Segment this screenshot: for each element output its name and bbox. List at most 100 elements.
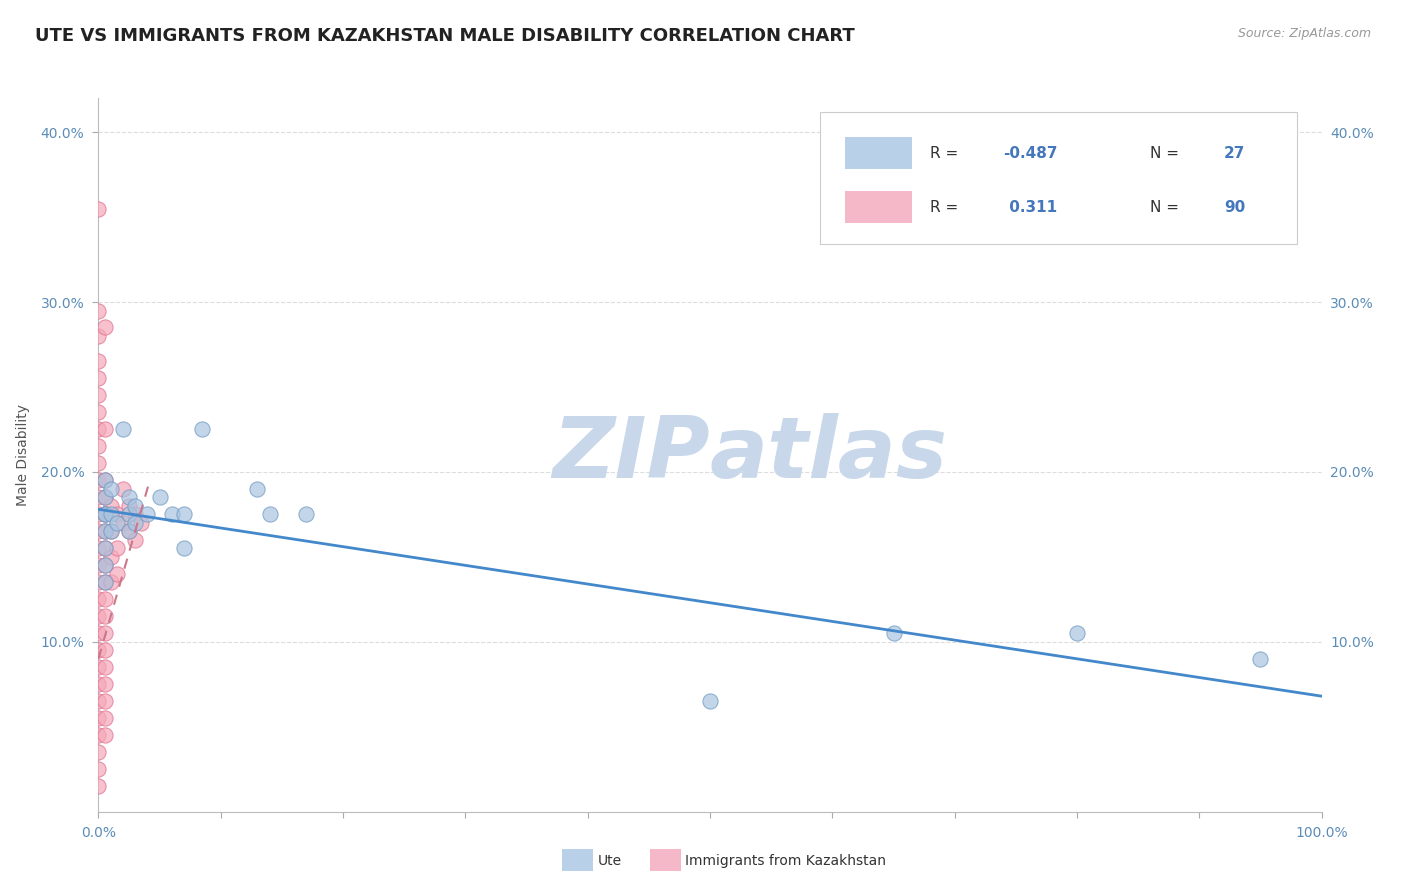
Point — [87, 626, 110, 640]
Point — [100, 575, 122, 590]
Point — [87, 329, 110, 343]
Point — [124, 533, 146, 547]
Point — [111, 482, 134, 496]
Point — [93, 592, 115, 607]
Point — [93, 422, 115, 436]
Point — [93, 474, 115, 488]
Point — [87, 677, 110, 691]
Point — [87, 388, 110, 402]
Text: 27: 27 — [1223, 146, 1246, 161]
Point — [87, 575, 110, 590]
Point — [93, 711, 115, 725]
Point — [87, 609, 110, 624]
Point — [87, 303, 110, 318]
Point — [87, 660, 110, 674]
Point — [87, 541, 110, 556]
Point — [129, 516, 152, 530]
Point — [93, 491, 115, 505]
FancyBboxPatch shape — [820, 112, 1298, 244]
Point — [87, 474, 110, 488]
Point — [87, 405, 110, 419]
Point — [118, 491, 141, 505]
Point — [87, 779, 110, 793]
Text: R =: R = — [931, 200, 963, 215]
Point — [173, 508, 195, 522]
Point — [124, 508, 146, 522]
Point — [118, 524, 141, 539]
Point — [93, 643, 115, 657]
Point — [93, 558, 115, 573]
Point — [93, 575, 115, 590]
Point — [93, 508, 115, 522]
Point — [124, 499, 146, 513]
Point — [93, 508, 115, 522]
Point — [111, 422, 134, 436]
Text: Immigrants from Kazakhstan: Immigrants from Kazakhstan — [685, 854, 886, 868]
Point — [191, 422, 214, 436]
Point — [105, 508, 128, 522]
Text: Source: ZipAtlas.com: Source: ZipAtlas.com — [1237, 27, 1371, 40]
Point — [87, 694, 110, 708]
Point — [93, 320, 115, 334]
Point — [259, 508, 281, 522]
Point — [87, 524, 110, 539]
Text: N =: N = — [1150, 200, 1184, 215]
Point — [118, 499, 141, 513]
Point — [93, 541, 115, 556]
Point — [160, 508, 183, 522]
Point — [100, 499, 122, 513]
Point — [87, 762, 110, 776]
Point — [87, 711, 110, 725]
Point — [87, 457, 110, 471]
Point — [87, 422, 110, 436]
Text: R =: R = — [931, 146, 963, 161]
Point — [87, 508, 110, 522]
Bar — [845, 137, 912, 169]
Point — [93, 524, 115, 539]
Point — [100, 524, 122, 539]
Point — [87, 371, 110, 385]
Point — [87, 592, 110, 607]
Point — [105, 566, 128, 581]
Point — [93, 677, 115, 691]
Point — [100, 482, 122, 496]
Text: Ute: Ute — [598, 854, 621, 868]
Point — [149, 491, 172, 505]
Point — [699, 694, 721, 708]
Point — [93, 524, 115, 539]
Point — [105, 516, 128, 530]
Point — [87, 745, 110, 759]
Point — [87, 354, 110, 368]
Point — [87, 558, 110, 573]
Text: N =: N = — [1150, 146, 1184, 161]
Point — [1066, 626, 1088, 640]
Text: atlas: atlas — [710, 413, 948, 497]
Point — [93, 508, 115, 522]
Text: UTE VS IMMIGRANTS FROM KAZAKHSTAN MALE DISABILITY CORRELATION CHART: UTE VS IMMIGRANTS FROM KAZAKHSTAN MALE D… — [35, 27, 855, 45]
Point — [87, 728, 110, 742]
Point — [87, 439, 110, 453]
Point — [93, 575, 115, 590]
Point — [883, 626, 905, 640]
Point — [93, 728, 115, 742]
Point — [111, 516, 134, 530]
Point — [93, 694, 115, 708]
Point — [100, 549, 122, 564]
Point — [1249, 652, 1271, 666]
Y-axis label: Male Disability: Male Disability — [15, 404, 30, 506]
Point — [100, 524, 122, 539]
Point — [246, 482, 269, 496]
Point — [118, 524, 141, 539]
Text: 90: 90 — [1223, 200, 1246, 215]
Point — [87, 643, 110, 657]
Point — [105, 541, 128, 556]
Point — [173, 541, 195, 556]
Point — [118, 508, 141, 522]
Text: 0.311: 0.311 — [1004, 200, 1057, 215]
Point — [87, 491, 110, 505]
Point — [93, 474, 115, 488]
Point — [124, 516, 146, 530]
Bar — [845, 191, 912, 223]
Point — [295, 508, 318, 522]
Point — [93, 609, 115, 624]
